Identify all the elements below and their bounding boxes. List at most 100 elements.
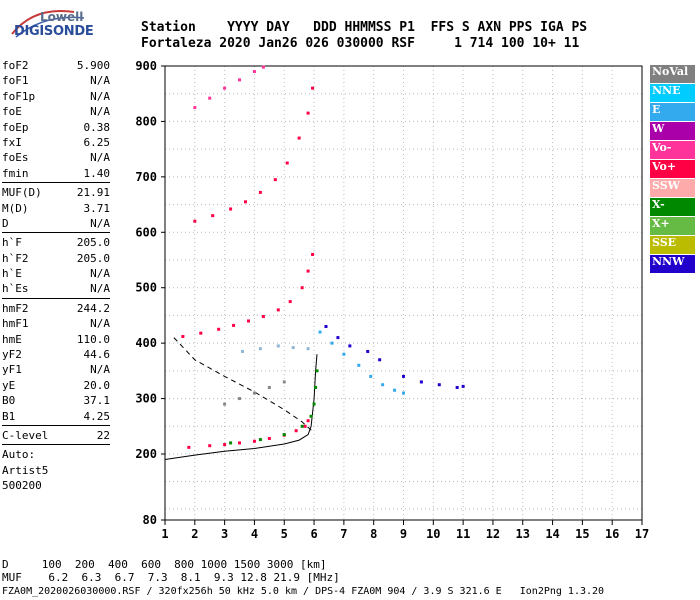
data-point — [258, 438, 262, 442]
param-row: C-level 22 — [2, 428, 110, 443]
data-point — [318, 330, 322, 334]
legend: NoVal NNE E W Vo- Vo+ SSW X- X+ SSE NNW — [650, 65, 695, 274]
param-name: foE — [2, 105, 22, 119]
data-point — [324, 325, 328, 329]
param-row: B1 4.25 — [2, 409, 110, 424]
data-point — [211, 214, 215, 218]
param-value: 0.38 — [83, 120, 111, 134]
legend-item: SSW — [650, 179, 695, 197]
y-tick-label: 80 — [143, 513, 157, 527]
data-point — [311, 252, 315, 256]
legend-item: E — [650, 103, 695, 121]
data-point — [303, 424, 307, 428]
param-row: h`Es N/A — [2, 281, 110, 296]
param-name: foF1p — [2, 89, 36, 103]
data-point — [238, 78, 242, 82]
data-point — [306, 419, 310, 423]
footer-distance-row: D 100 200 400 600 800 1000 1500 3000 [km… — [2, 558, 327, 571]
data-point — [437, 383, 441, 387]
param-name: MUF(D) — [2, 186, 42, 200]
data-point — [306, 347, 310, 351]
legend-item: W — [650, 122, 695, 140]
param-row: foEs N/A — [2, 150, 110, 165]
data-point — [229, 207, 233, 211]
data-point — [300, 424, 304, 428]
data-point — [208, 96, 212, 100]
param-value: 205.0 — [76, 236, 110, 250]
legend-item: NoVal — [650, 65, 695, 83]
param-row: hmE 110.0 — [2, 332, 110, 347]
param-row: M(D) 3.71 — [2, 201, 110, 216]
param-value: 6.25 — [83, 135, 111, 149]
data-point — [261, 65, 265, 69]
param-value: 1.40 — [83, 166, 111, 180]
data-point — [330, 341, 334, 345]
data-point — [311, 86, 315, 90]
param-row: foE N/A — [2, 104, 110, 119]
param-separator — [2, 297, 110, 299]
x-tick-label: 12 — [486, 527, 500, 541]
param-value: N/A — [90, 151, 110, 165]
param-name: yF2 — [2, 348, 22, 362]
data-point — [193, 106, 197, 110]
param-value: N/A — [90, 317, 110, 331]
data-point — [276, 308, 280, 312]
param-value: 3.71 — [83, 201, 111, 215]
param-name: hmF2 — [2, 301, 29, 315]
data-point — [261, 315, 265, 319]
profile-solid-line — [164, 354, 318, 460]
param-value: 37.1 — [83, 394, 111, 408]
y-tick-label: 300 — [135, 392, 157, 406]
param-value: 205.0 — [76, 251, 110, 265]
legend-item: NNW — [650, 255, 695, 273]
data-point — [306, 111, 310, 115]
data-point — [229, 441, 233, 445]
data-point — [282, 380, 286, 384]
param-name: h`F2 — [2, 251, 29, 265]
x-tick-label: 2 — [191, 527, 198, 541]
legend-item: X+ — [650, 217, 695, 235]
x-tick-label: 3 — [221, 527, 228, 541]
footer-muf-row: MUF 6.2 6.3 6.7 7.3 8.1 9.3 12.8 21.9 [M… — [2, 571, 340, 584]
data-point — [419, 380, 423, 384]
param-name: foF1 — [2, 74, 29, 88]
x-tick-label: 17 — [635, 527, 649, 541]
data-point — [357, 363, 361, 367]
param-row: foF2 5.900 — [2, 58, 110, 73]
param-name: foEp — [2, 120, 29, 134]
legend-item: NNE — [650, 84, 695, 102]
legend-item: Vo+ — [650, 160, 695, 178]
param-note: Artist5 — [2, 463, 49, 477]
data-point — [348, 344, 352, 348]
data-point — [315, 369, 319, 373]
data-point — [238, 397, 242, 401]
param-name: C-level — [2, 428, 49, 442]
param-name: M(D) — [2, 201, 29, 215]
param-value: N/A — [90, 105, 110, 119]
param-separator — [2, 444, 110, 446]
param-row: yE 20.0 — [2, 378, 110, 393]
data-point — [223, 443, 227, 447]
data-point — [402, 391, 405, 395]
data-point — [381, 383, 385, 387]
data-point — [306, 269, 310, 273]
param-name: h`F — [2, 236, 22, 250]
param-name: B1 — [2, 409, 16, 423]
data-point — [461, 384, 465, 388]
data-point — [402, 374, 405, 378]
x-tick-label: 10 — [426, 527, 440, 541]
param-row: fmin 1.40 — [2, 166, 110, 181]
param-name: yF1 — [2, 363, 22, 377]
data-point — [187, 445, 191, 449]
logo-text-digisonde: DIGISONDE — [14, 24, 94, 39]
x-tick-label: 8 — [370, 527, 377, 541]
param-name: fxI — [2, 135, 22, 149]
data-point — [267, 385, 271, 389]
data-point — [312, 402, 316, 406]
param-row: B0 37.1 — [2, 393, 110, 408]
data-point — [285, 161, 289, 165]
header-line-1: Station YYYY DAY DDD HHMMSS P1 FFS S AXN… — [141, 20, 588, 35]
param-row: yF2 44.6 — [2, 347, 110, 362]
data-point — [378, 358, 382, 362]
data-point — [342, 352, 346, 356]
